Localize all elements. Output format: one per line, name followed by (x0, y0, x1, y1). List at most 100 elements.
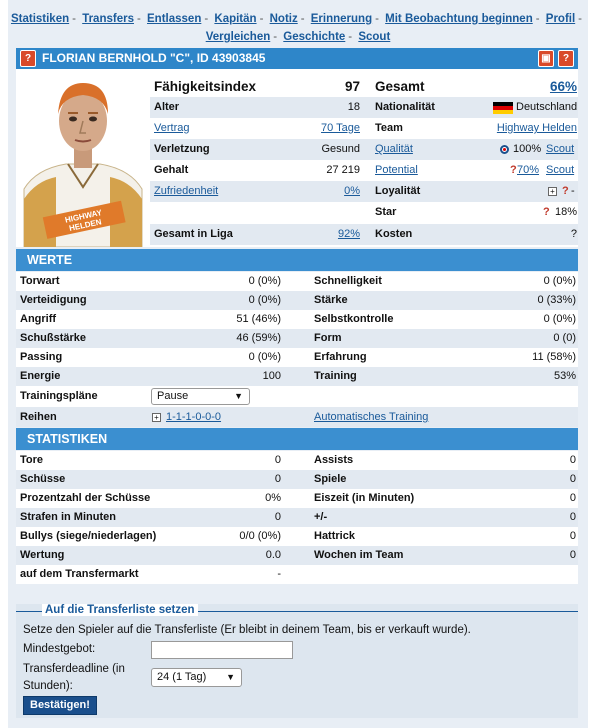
injury-label: Verletzung (154, 143, 210, 155)
skill-index-row: Fähigkeitsindex 97 Gesamt 66% (150, 76, 578, 97)
table-row: Strafen in Minuten 0 +/- 0 (16, 508, 578, 527)
training-label: Trainingspläne (20, 390, 98, 402)
overall-label: Gesamt (375, 79, 425, 94)
potential-scout-link[interactable]: Scout (546, 164, 575, 176)
player-card: HIGHWAY HELDEN Fähigkeitsindex 97 Gesamt… (16, 69, 578, 248)
min-bid-input[interactable] (151, 641, 293, 659)
table-row: Bullys (siege/niederlagen) 0/0 (0%) Hattri… (20, 530, 576, 542)
quality-scout-link[interactable]: Scout (546, 143, 575, 155)
stats-section-title: STATISTIKEN (27, 432, 108, 446)
auto-training-link[interactable]: Automatisches Training (314, 411, 429, 423)
table-row: Schüsse 0 Spiele 0 (16, 470, 578, 489)
costs-label: Kosten (375, 228, 413, 240)
stats-table: Tore 0 Assists 0 Schüsse 0 Spiele 0 Prozentzah… (16, 451, 578, 584)
nav-scout[interactable]: Scout (358, 31, 391, 43)
chevron-down-icon: ▼ (234, 391, 243, 401)
skill-index-label: Fähigkeitsindex (154, 79, 257, 94)
league-overall-row: Gesamt in Liga 92% Kosten ? (150, 224, 578, 245)
nav-profil[interactable]: Profil (545, 13, 576, 25)
table-row: Verteidigung 0 (0%) Stärke 0 (33%) (16, 291, 578, 310)
star-value: 18% (554, 206, 577, 218)
quality-link[interactable]: Qualität (375, 143, 413, 155)
league-overall-label: Gesamt in Liga (154, 228, 233, 240)
satisfaction-value-link[interactable]: 0% (344, 185, 360, 197)
costs-value: ? (570, 228, 577, 240)
training-row: Trainingspläne Pause ▼ (16, 386, 578, 407)
table-row: Energie 100 Training 53% (16, 367, 578, 386)
quality-value: 100% (513, 143, 542, 155)
stats-section-header: STATISTIKEN (16, 428, 578, 450)
player-actions-nav: Statistiken - Transfers - Entlassen - Kapit… (10, 13, 583, 43)
table-row: auf dem Transfermarkt - (20, 568, 281, 580)
bus-icon[interactable]: ▣ (538, 50, 554, 67)
overall-link[interactable]: 66% (549, 79, 577, 94)
star-row: Star ? 18% (150, 202, 578, 223)
training-plan-select[interactable]: Pause ▼ (151, 388, 250, 405)
table-row: Torwart 0 (0%) Schnelligkeit 0 (0%) (20, 275, 576, 287)
nav-kapitaen[interactable]: Kapitän (214, 13, 257, 25)
nav-beobachtung[interactable]: Mit Beobachtung beginnen (385, 13, 533, 25)
lines-label: Reihen (20, 411, 57, 423)
team-label: Team (375, 122, 403, 134)
help-icon-right[interactable]: ? (558, 50, 574, 67)
contract-row: Vertrag 70 Tage Team Highway Helden (150, 118, 578, 139)
player-title: FLORIAN BERNHOLD "C", ID 43903845 (42, 51, 266, 65)
table-row: Prozentzahl der Schüsse 0% Eiszeit (in Min… (20, 492, 576, 504)
contract-link[interactable]: Vertrag (154, 122, 190, 134)
min-bid-label: Mindestgebot: (23, 643, 96, 655)
confirm-button[interactable]: Bestätigen! (23, 696, 97, 715)
star-question-icon: ? (543, 206, 550, 218)
transfer-description: Setze den Spieler auf die Transferliste … (23, 624, 471, 636)
loyalty-value: - (571, 185, 575, 197)
nav-vergleichen[interactable]: Vergleichen (205, 31, 271, 43)
help-icon[interactable]: ? (20, 50, 36, 67)
player-title-bar: ? FLORIAN BERNHOLD "C", ID 43903845 ▣ ? (16, 48, 578, 69)
skill-index-value: 97 (344, 79, 360, 94)
nav-erinnerung[interactable]: Erinnerung (310, 13, 373, 25)
nationality-value: Deutschland (516, 101, 578, 113)
potential-link[interactable]: Potential (375, 164, 418, 176)
values-section-header: WERTE (16, 249, 578, 271)
nav-geschichte[interactable]: Geschichte (283, 31, 346, 43)
transfer-form (16, 604, 578, 718)
table-row: Schußstärke 46 (59%) Form 0 (0) (16, 329, 578, 348)
satisfaction-link[interactable]: Zufriedenheit (154, 185, 219, 197)
age-row: Alter 18 Nationalität Deutschland (150, 97, 578, 118)
nav-entlassen[interactable]: Entlassen (147, 13, 202, 25)
player-avatar: HIGHWAY HELDEN (16, 69, 150, 248)
table-row: Passing 0 (0%) Erfahrung 11 (58%) (20, 351, 576, 363)
potential-value[interactable]: 70% (517, 164, 540, 176)
team-link[interactable]: Highway Helden (496, 122, 577, 134)
deadline-label: Transferdeadline (in Stunden): (23, 663, 125, 692)
transfer-legend: Auf die Transferliste setzen (42, 604, 198, 616)
table-row: Wertung 0.0 Wochen im Team 0 (16, 546, 578, 565)
salary-row: Gehalt 27 219 Potential ? 70% Scout (150, 160, 578, 181)
lines-value-link[interactable]: 1-1-1-0-0-0 (166, 411, 222, 423)
table-row: Angriff 51 (46%) Selbstkontrolle 0 (0%) (20, 313, 576, 325)
values-section-title: WERTE (27, 253, 73, 267)
lines-expand-icon[interactable]: + (152, 407, 165, 427)
potential-question-icon: ? (510, 164, 517, 176)
loyalty-question-icon: ? (562, 185, 569, 197)
contract-value-link[interactable]: 70 Tage (321, 122, 360, 134)
star-label: Star (375, 206, 397, 218)
german-flag-icon (493, 102, 513, 114)
nationality-label: Nationalität (375, 101, 435, 113)
nav-transfers[interactable]: Transfers (82, 13, 134, 25)
league-overall-link[interactable]: 92% (337, 228, 360, 240)
table-row: Tore 0 Assists 0 (20, 454, 576, 466)
player-portrait-icon: HIGHWAY HELDEN (23, 83, 143, 248)
loyalty-expand-icon[interactable]: + (548, 181, 561, 202)
deadline-select[interactable]: 24 (1 Tag) ▼ (151, 668, 242, 687)
loyalty-label: Loyalität (375, 185, 421, 197)
injury-row: Verletzung Gesund Qualität 100% Scout (150, 139, 578, 160)
age-label: Alter (154, 101, 180, 113)
transfer-fieldset-line (16, 611, 578, 612)
salary-label: Gehalt (154, 164, 189, 176)
nav-statistiken[interactable]: Statistiken (10, 13, 70, 25)
age-value: 18 (347, 101, 360, 113)
chevron-down-icon: ▼ (226, 672, 235, 682)
satisfaction-row: Zufriedenheit 0% Loyalität + ? - (150, 181, 578, 202)
injury-value: Gesund (321, 143, 360, 155)
nav-notiz[interactable]: Notiz (269, 13, 298, 25)
